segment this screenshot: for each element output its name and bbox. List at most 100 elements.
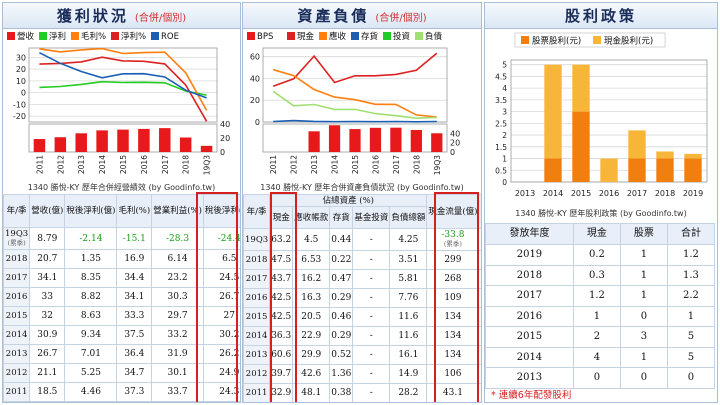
table-cell: 0.52 (329, 345, 354, 365)
table-cell: 16.1 (389, 345, 428, 365)
legend-label: 營收 (17, 31, 35, 42)
table-cell: 52.13 (478, 269, 481, 289)
table-cell: 39.7 (269, 364, 294, 384)
header-row: 年/季營收(億)稅後淨利(億)毛利(%)營業利益(%)稅後淨利(%)ROE(%)… (3, 194, 240, 228)
table-cell: - (478, 383, 481, 402)
series-line (272, 52, 438, 87)
table-cell: 2.2 (666, 285, 716, 307)
row-year: 2015 (3, 306, 31, 326)
x-tick-label: 19Q3 (203, 155, 212, 175)
column-header: 營業利益(%) (151, 194, 204, 228)
legend-swatch (383, 32, 391, 40)
series-line (39, 80, 207, 96)
row-year: 2016 (3, 287, 31, 307)
bar-axis-tick: 20 (220, 134, 230, 143)
dividend-chart: 股票股利(元) 現金股利(元) 0 0.5 1 1.5 2 2.5 3 3.5 4 4.5 5 2013 2… (495, 32, 708, 198)
legend-box (514, 32, 666, 48)
bar (328, 125, 341, 152)
row-year: 2012 (3, 363, 31, 383)
column-header: 應收帳款 (292, 206, 331, 229)
table-cell: 42.5 (269, 288, 294, 308)
table-cell: 8.35 (64, 268, 118, 288)
dividend-table: 發放年度 現金 股票 合計 2019 0.2 1 1.2 2018 0.3 1 1.3 2017 1.2 1… (485, 223, 716, 389)
bar (138, 128, 150, 152)
table-cell: 26.2 (202, 344, 240, 364)
table-cell: - (352, 345, 391, 365)
balance-panel: 資產負債 (合併/個別) BPS 現金 應收 存貨 投資 負債 0 20 40 60 0 20 40 201… (242, 2, 482, 403)
legend-swatch (319, 32, 327, 40)
table-cell: -33.8 (累季) (426, 228, 480, 251)
bar (117, 129, 129, 152)
bar (349, 129, 361, 152)
table-cell: 1 (619, 285, 668, 307)
table-cell: 29.9 (292, 345, 331, 365)
bar (431, 133, 443, 152)
row-year: 2018 (243, 250, 271, 270)
table-cell: 299 (426, 250, 480, 270)
x-tick-label: 2014 (331, 155, 340, 174)
balance-consolidated-toggle[interactable]: (合併/個別) (375, 13, 427, 24)
bar (33, 139, 46, 152)
bar (200, 145, 213, 152)
legend-label: 存貨 (361, 31, 379, 42)
table-cell: 0.47 (329, 269, 354, 289)
x-tick-label: 2018 (655, 189, 675, 198)
column-header: 稅後淨利(%) (202, 194, 240, 228)
table-cell: 21.1 (29, 363, 66, 383)
bar (75, 133, 87, 152)
column-header: 現金 (269, 206, 294, 229)
y-tick-label: 2 (502, 131, 507, 140)
row-year: 2014 (485, 346, 574, 368)
column-header: 存貨 (329, 206, 354, 229)
table-cell: 1.2 (572, 285, 621, 307)
table-cell: 31.9 (151, 344, 204, 364)
table-cell: 109 (426, 288, 480, 308)
table-cell: 2 (572, 326, 621, 348)
y-tick-label: 2.5 (495, 119, 507, 128)
table-cell: 20.5 (292, 307, 331, 327)
x-tick-label: 2019 (683, 189, 703, 198)
bar (159, 128, 171, 152)
table-cell: 1.2 (666, 244, 716, 266)
y-tick-label: 4.5 (495, 72, 507, 81)
row-year-note: (累季) (7, 238, 26, 247)
x-tick-label: 2017 (392, 155, 401, 174)
profit-consolidated-toggle[interactable]: (合併/個別) (134, 13, 187, 24)
table-cell: 24.3 (202, 382, 240, 402)
table-cell: 33.7 (151, 382, 204, 402)
table-cell: 43.1 (426, 383, 480, 402)
legend-swatch (287, 32, 295, 40)
table-cell: 26.7 (202, 287, 240, 307)
bar (410, 130, 422, 152)
table-cell: 1.3 (666, 264, 716, 286)
plot-frame (262, 47, 448, 123)
y-tick-label: 3 (502, 108, 507, 117)
table-cell: 6.53 (292, 250, 331, 270)
table-cell: 7.01 (64, 344, 118, 364)
table-cell: 0 (619, 367, 668, 389)
table-cell: 24.9 (202, 363, 240, 383)
table-cell: 36.4 (116, 344, 153, 364)
row-year: 19Q3 (累季) (3, 227, 31, 250)
y-tick-label: 0.5 (495, 166, 507, 175)
row-year: 2016 (485, 305, 574, 327)
table-cell: 24.5 (202, 268, 240, 288)
bar (96, 130, 108, 152)
table-cell: 63.2 (269, 228, 294, 251)
table-row: 19Q3(累季)8.79-2.14-15.1-28.3-24.4-4.5(年估)… (3, 227, 240, 250)
table-cell: 0 (619, 305, 668, 327)
dividend-note: * 連續6年配發股利 (491, 390, 572, 401)
table-cell: 0 (666, 367, 716, 389)
table-cell: - (478, 364, 481, 384)
bar-axis-tick: 40 (220, 120, 230, 129)
column-header: 營收(億) (29, 194, 66, 228)
row-year: 2014 (3, 325, 31, 345)
column-header: 基金投資 (352, 206, 391, 229)
